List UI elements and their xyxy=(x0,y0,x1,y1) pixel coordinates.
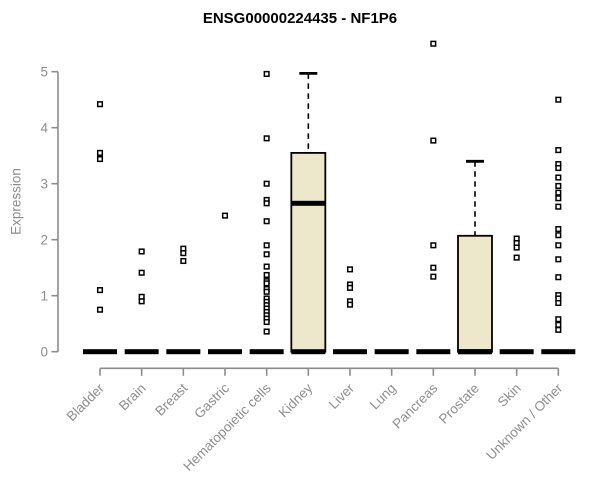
y-tick-label: 4 xyxy=(40,121,48,136)
x-tick-label-pancreas: Pancreas xyxy=(390,380,441,431)
x-tick-label-prostate: Prostate xyxy=(436,381,482,427)
outlier-point-unknown-other xyxy=(555,299,562,307)
y-tick-label: 5 xyxy=(40,65,48,80)
outlier-point-breast xyxy=(180,257,187,265)
outlier-point-liver xyxy=(346,301,354,308)
outlier-point-unknown-other xyxy=(555,174,562,181)
median-bar-lung xyxy=(374,349,409,355)
outlier-point-gastric xyxy=(221,212,229,219)
outlier-point-skin xyxy=(513,254,520,261)
chart-title: ENSG00000224435 - NF1P6 xyxy=(202,10,398,27)
outlier-point-unknown-other xyxy=(555,256,562,263)
outlier-point-hematopoietic-cells xyxy=(263,263,270,270)
outlier-point-unknown-other xyxy=(555,195,562,202)
median-bar-prostate xyxy=(457,349,492,355)
outlier-point-skin xyxy=(513,244,520,251)
median-bar-gastric xyxy=(207,349,242,355)
y-tick-label: 3 xyxy=(40,177,48,192)
median-bar-bladder xyxy=(83,349,117,355)
median-bar-pancreas xyxy=(416,349,451,355)
outlier-point-hematopoietic-cells xyxy=(263,280,270,287)
outlier-point-pancreas xyxy=(430,137,437,144)
outlier-point-unknown-other xyxy=(555,274,562,281)
outlier-point-unknown-other xyxy=(555,96,562,103)
outlier-point-hematopoietic-cells xyxy=(263,135,270,142)
outlier-point-liver xyxy=(346,266,354,273)
median-bar-kidney xyxy=(291,200,326,206)
median-bar-brain xyxy=(124,349,159,355)
x-tick-label-kidney: Kidney xyxy=(276,380,316,420)
outlier-point-bladder xyxy=(96,287,104,294)
x-tick-label-bladder: Bladder xyxy=(64,380,108,424)
outlier-point-hematopoietic-cells xyxy=(263,288,270,295)
outlier-point-hematopoietic-cells xyxy=(263,218,270,225)
outlier-point-pancreas xyxy=(430,242,437,249)
median-bar-hematopoietic-cells xyxy=(249,349,284,355)
outlier-point-unknown-other xyxy=(555,326,562,333)
box-prostate xyxy=(457,234,493,353)
outlier-point-brain xyxy=(138,248,145,255)
outlier-point-hematopoietic-cells xyxy=(263,328,270,335)
x-tick-label-brain: Brain xyxy=(116,381,149,414)
outlier-point-unknown-other xyxy=(555,316,562,323)
median-bar-liver xyxy=(332,349,367,355)
outlier-point-unknown-other xyxy=(555,226,562,233)
outlier-point-unknown-other xyxy=(555,321,562,328)
outlier-point-breast xyxy=(180,250,187,257)
y-tick-label: 1 xyxy=(40,289,48,304)
x-tick-label-liver: Liver xyxy=(326,380,358,412)
outlier-point-brain xyxy=(138,298,145,305)
outlier-point-unknown-other xyxy=(555,232,562,239)
outlier-point-brain xyxy=(138,269,145,276)
x-tick-label-breast: Breast xyxy=(152,380,190,418)
x-tick-label-lung: Lung xyxy=(367,381,399,413)
outlier-point-pancreas xyxy=(430,264,437,271)
outlier-point-hematopoietic-cells xyxy=(263,200,270,207)
outlier-point-hematopoietic-cells xyxy=(263,251,270,258)
outlier-point-bladder xyxy=(96,149,104,156)
outlier-point-bladder xyxy=(96,156,104,163)
box-kidney xyxy=(290,151,327,353)
y-tick-label: 2 xyxy=(40,233,48,248)
median-bar-unknown-other xyxy=(541,349,576,355)
x-tick-label-unknown-other: Unknown / Other xyxy=(483,380,566,463)
x-tick-label-gastric: Gastric xyxy=(191,380,232,421)
median-bar-skin xyxy=(499,349,534,355)
x-tick-label-skin: Skin xyxy=(495,381,524,410)
outlier-point-pancreas xyxy=(430,40,437,47)
lower-whisker-bar-kidney xyxy=(291,349,326,355)
outlier-point-bladder xyxy=(96,306,104,313)
outlier-point-hematopoietic-cells xyxy=(263,180,270,187)
outlier-point-bladder xyxy=(96,101,104,108)
outlier-point-hematopoietic-cells xyxy=(263,70,270,77)
outlier-point-unknown-other xyxy=(555,242,562,249)
median-bar-breast xyxy=(166,349,201,355)
outlier-point-pancreas xyxy=(430,273,437,280)
outlier-point-hematopoietic-cells xyxy=(263,271,270,279)
outlier-point-unknown-other xyxy=(555,147,562,154)
outlier-point-unknown-other xyxy=(555,189,562,196)
y-tick-label: 0 xyxy=(40,345,48,360)
outlier-point-unknown-other xyxy=(555,182,562,189)
outlier-point-hematopoietic-cells xyxy=(263,242,270,249)
outlier-point-hematopoietic-cells xyxy=(263,318,270,326)
outlier-point-unknown-other xyxy=(555,164,562,172)
outlier-point-liver xyxy=(346,284,354,291)
outlier-point-unknown-other xyxy=(555,203,562,210)
